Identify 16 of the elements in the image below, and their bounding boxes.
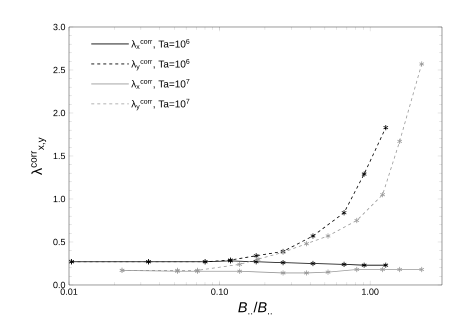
y-tick-label: 2.5 bbox=[53, 66, 66, 74]
legend-label: λ$_{y}$$^{corr}$, Ta=10$^{7}$ bbox=[131, 98, 190, 110]
x-tick-label: 0.01 bbox=[60, 288, 78, 295]
y-tick-label: 3.0 bbox=[53, 24, 66, 30]
y-tick-label: 2.0 bbox=[53, 110, 66, 116]
legend-label: λ$_{y}$$^{corr}$, Ta=10$^{6}$ bbox=[131, 58, 190, 70]
y-tick-label: 0.5 bbox=[53, 238, 66, 246]
y-tick-label: 1.0 bbox=[54, 196, 66, 202]
x-tick-label: 1.00 bbox=[362, 288, 379, 295]
legend-label: λ$_{x}$$^{corr}$, Ta=10$^{7}$ bbox=[131, 78, 190, 89]
y-tick-label: 1.5 bbox=[54, 152, 66, 160]
legend-label: λ$_{x}$$^{corr}$, Ta=10$^{6}$ bbox=[131, 38, 190, 49]
y-axis-title: λ$^{corr}$x,y bbox=[31, 137, 46, 175]
x-axis-title: B$_{..}$/B$_{..}$ bbox=[238, 302, 272, 314]
y-tick-label: 0.0 bbox=[53, 282, 66, 288]
x-tick-label: 0.10 bbox=[211, 288, 228, 295]
